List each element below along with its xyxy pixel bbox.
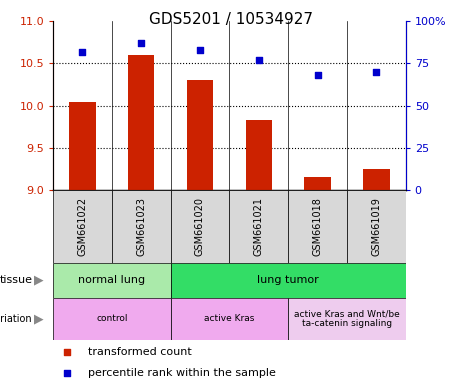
Text: GSM661021: GSM661021 <box>254 197 264 256</box>
Point <box>314 72 321 78</box>
Text: GSM661023: GSM661023 <box>136 197 146 256</box>
Point <box>372 69 380 75</box>
Text: normal lung: normal lung <box>78 275 145 285</box>
Text: GSM661020: GSM661020 <box>195 197 205 256</box>
Text: ▶: ▶ <box>35 312 44 325</box>
Bar <box>288 298 406 340</box>
Bar <box>53 298 171 340</box>
Text: transformed count: transformed count <box>89 347 192 357</box>
Bar <box>229 190 288 263</box>
Bar <box>246 120 272 190</box>
Bar <box>128 55 154 190</box>
Bar <box>363 169 390 190</box>
Text: control: control <box>96 314 128 323</box>
Point <box>64 349 71 355</box>
Text: GSM661019: GSM661019 <box>371 197 381 256</box>
Text: lung tumor: lung tumor <box>257 275 319 285</box>
Text: ▶: ▶ <box>35 274 44 287</box>
Text: GDS5201 / 10534927: GDS5201 / 10534927 <box>148 12 313 26</box>
Text: percentile rank within the sample: percentile rank within the sample <box>89 368 276 378</box>
Bar <box>288 190 347 263</box>
Bar <box>187 80 213 190</box>
Bar <box>69 102 95 190</box>
Point <box>64 370 71 376</box>
Bar <box>171 190 230 263</box>
Text: tissue: tissue <box>0 275 32 285</box>
Text: GSM661018: GSM661018 <box>313 197 323 256</box>
Bar <box>347 190 406 263</box>
Point <box>79 48 86 55</box>
Bar <box>53 263 171 298</box>
Point <box>255 57 262 63</box>
Text: GSM661022: GSM661022 <box>77 197 88 256</box>
Point <box>196 47 204 53</box>
Text: genotype/variation: genotype/variation <box>0 314 32 324</box>
Text: active Kras and Wnt/be
ta-catenin signaling: active Kras and Wnt/be ta-catenin signal… <box>294 309 400 328</box>
Bar <box>171 298 288 340</box>
Bar <box>171 263 406 298</box>
Bar <box>304 177 331 190</box>
Bar <box>112 190 171 263</box>
Bar <box>53 190 112 263</box>
Text: active Kras: active Kras <box>204 314 254 323</box>
Point <box>137 40 145 46</box>
